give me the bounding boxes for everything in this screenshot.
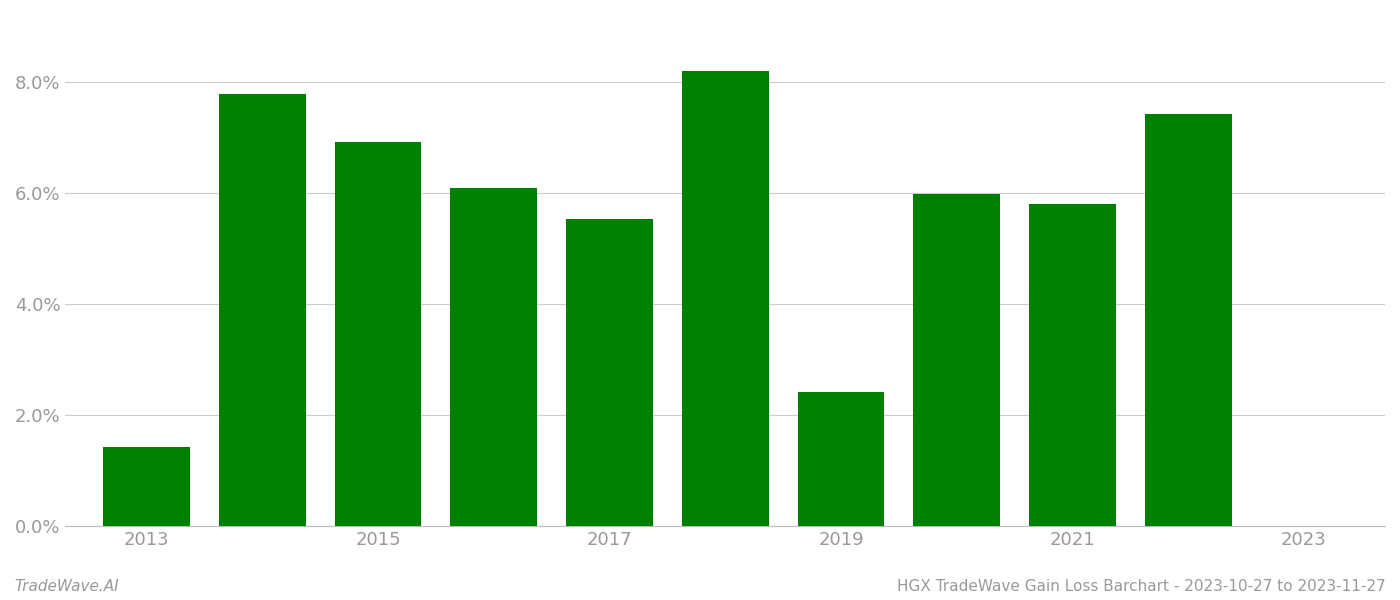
- Bar: [682, 71, 769, 526]
- Text: TradeWave.AI: TradeWave.AI: [14, 579, 119, 594]
- Bar: [451, 188, 538, 526]
- Bar: [335, 142, 421, 526]
- Bar: [104, 447, 190, 526]
- Bar: [798, 392, 885, 526]
- Bar: [566, 219, 652, 526]
- Text: HGX TradeWave Gain Loss Barchart - 2023-10-27 to 2023-11-27: HGX TradeWave Gain Loss Barchart - 2023-…: [897, 579, 1386, 594]
- Bar: [1145, 114, 1232, 526]
- Bar: [1029, 204, 1116, 526]
- Bar: [218, 94, 305, 526]
- Bar: [913, 194, 1000, 526]
